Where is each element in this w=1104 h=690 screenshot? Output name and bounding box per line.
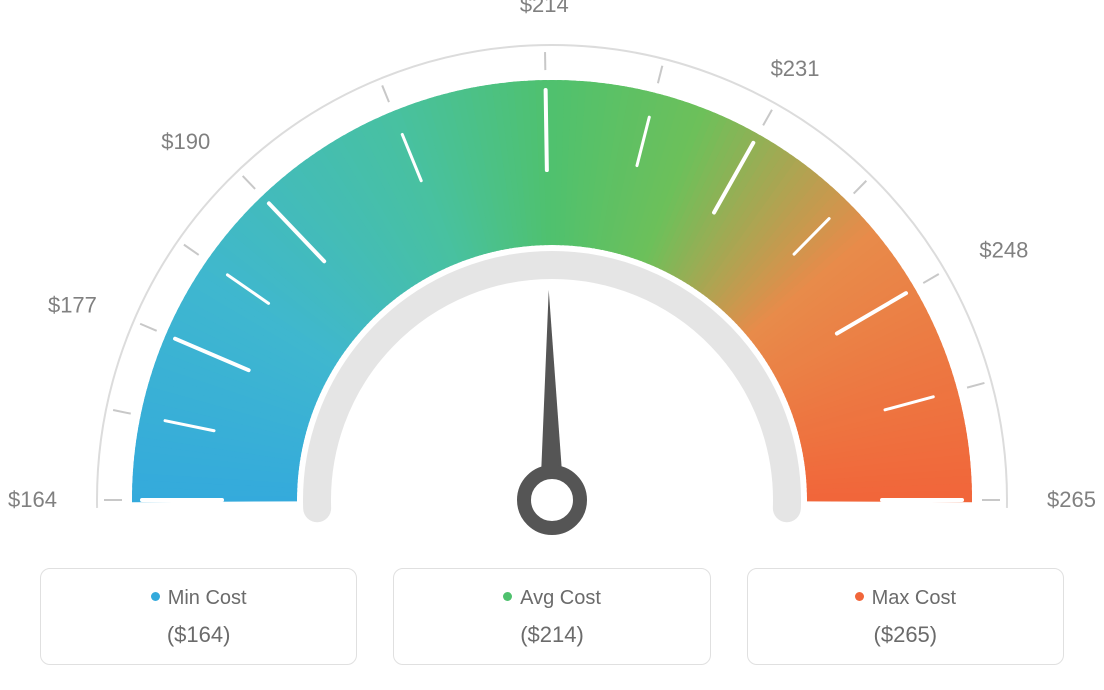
legend-row: Min Cost ($164) Avg Cost ($214) Max Cost… [0,568,1104,665]
svg-text:$265: $265 [1047,487,1096,512]
legend-card-max: Max Cost ($265) [747,568,1064,665]
legend-dot-min [151,592,160,601]
svg-text:$177: $177 [48,292,97,317]
svg-text:$248: $248 [979,237,1028,262]
svg-text:$190: $190 [161,129,210,154]
legend-title-avg: Avg Cost [404,587,699,610]
legend-label-avg: Avg Cost [520,587,601,609]
svg-text:$231: $231 [771,56,820,81]
legend-title-min: Min Cost [51,587,346,610]
legend-card-min: Min Cost ($164) [40,568,357,665]
svg-text:$164: $164 [8,487,57,512]
legend-card-avg: Avg Cost ($214) [393,568,710,665]
legend-label-max: Max Cost [872,587,956,609]
svg-text:$214: $214 [520,0,569,17]
legend-value-avg: ($214) [404,622,699,648]
legend-label-min: Min Cost [168,587,247,609]
legend-value-min: ($164) [51,622,346,648]
legend-dot-max [855,592,864,601]
gauge-chart: $164 $177 $190 $214 $231 $248 $265 [0,0,1104,560]
gauge-needle-hub [524,472,580,528]
gauge-svg: $164 $177 $190 $214 $231 $248 $265 [0,0,1104,560]
legend-dot-avg [503,592,512,601]
legend-title-max: Max Cost [758,587,1053,610]
legend-value-max: ($265) [758,622,1053,648]
